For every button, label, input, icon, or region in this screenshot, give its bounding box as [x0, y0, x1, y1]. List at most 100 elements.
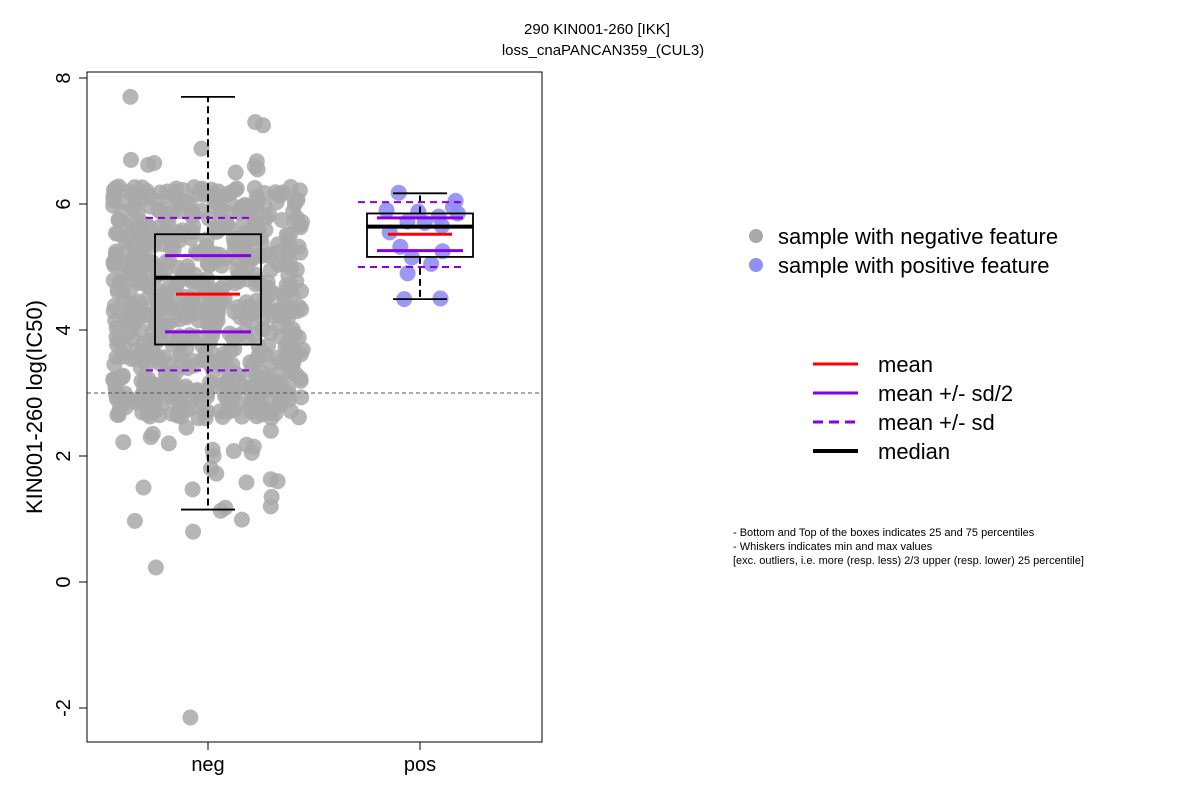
neg-cloud-point — [267, 184, 284, 201]
legend-label: sample with negative feature — [778, 224, 1058, 249]
neg-cloud-point — [272, 396, 289, 413]
x-tick-label: neg — [191, 754, 224, 776]
legend-marker — [749, 258, 763, 272]
plot-frame — [86, 71, 543, 743]
neg-cloud-point — [108, 243, 125, 260]
neg-cloud-point — [123, 351, 140, 367]
neg-cloud-point — [221, 325, 238, 342]
neg-cloud-point — [164, 312, 181, 329]
neg-cloud-point — [116, 228, 133, 245]
legend-marker — [749, 229, 763, 243]
neg-cloud-point — [129, 204, 146, 221]
neg-point — [262, 422, 279, 439]
x-tick-label: pos — [404, 754, 436, 776]
neg-cloud-point — [241, 298, 258, 315]
neg-cloud-point — [114, 367, 131, 384]
neg-cloud-point — [200, 305, 217, 322]
neg-cloud-point — [236, 379, 253, 396]
neg-cloud-point — [252, 396, 269, 413]
axes-layer: -2 0 2 4 6 8 neg pos — [53, 71, 543, 776]
neg-cloud-point — [292, 372, 309, 389]
neg-cloud-point — [106, 356, 123, 373]
pos-point — [423, 255, 440, 272]
neg-cloud-point — [273, 212, 290, 228]
legend-line-label: mean +/- sd/2 — [878, 381, 1013, 406]
neg-cloud-point — [110, 178, 127, 195]
neg-cloud-point — [226, 303, 243, 320]
neg-point — [184, 481, 201, 498]
y-tick-label: 0 — [53, 576, 75, 587]
neg-point — [193, 140, 210, 157]
neg-cloud-point — [117, 194, 133, 211]
legend: sample with negative feature sample with … — [749, 224, 1058, 464]
neg-cloud-point — [157, 365, 174, 382]
y-axis-label: KIN001-260 log(IC50) — [22, 300, 47, 514]
neg-cloud-point — [178, 193, 194, 210]
neg-point — [217, 499, 234, 516]
note-line: [exc. outliers, i.e. more (resp. less) 2… — [733, 555, 1084, 567]
neg-cloud-point — [125, 260, 142, 277]
neg-cloud-point — [201, 186, 218, 203]
notes: - Bottom and Top of the boxes indicates … — [733, 527, 1084, 567]
neg-point — [185, 523, 202, 540]
y-tick-label: 4 — [53, 324, 75, 335]
pos-point — [410, 203, 427, 220]
neg-cloud-point — [214, 409, 231, 425]
neg-cloud-point — [262, 324, 279, 341]
neg-cloud-point — [158, 296, 175, 313]
neg-point — [262, 471, 279, 488]
neg-cloud-point — [106, 297, 123, 314]
neg-cloud-point — [168, 277, 184, 294]
neg-point — [146, 155, 163, 171]
neg-point — [115, 434, 132, 451]
neg-cloud-point — [196, 404, 213, 420]
neg-cloud-point — [275, 297, 292, 314]
legend-line-label: median — [878, 439, 950, 464]
neg-point — [233, 511, 250, 528]
neg-cloud-point — [173, 224, 190, 241]
note-line: - Whiskers indicates min and max values — [733, 541, 933, 553]
neg-cloud-point — [136, 216, 153, 233]
neg-cloud-point — [213, 257, 230, 274]
neg-point — [122, 88, 139, 105]
neg-cloud-point — [280, 267, 297, 284]
neg-cloud-point — [292, 219, 309, 236]
neg-cloud-point — [250, 192, 266, 209]
neg-cloud-point — [194, 338, 211, 355]
legend-line-label: mean — [878, 352, 933, 377]
neg-cloud-point — [258, 209, 275, 226]
note-line: - Bottom and Top of the boxes indicates … — [733, 527, 1035, 539]
neg-point — [247, 114, 264, 131]
neg-cloud-point — [139, 346, 156, 363]
neg-box — [154, 233, 262, 346]
neg-point — [144, 425, 161, 442]
neg-cloud-point — [292, 346, 309, 363]
neg-cloud-point — [147, 402, 164, 419]
chart-subtitle: loss_cnaPANCAN359_(CUL3) — [502, 42, 704, 59]
neg-cloud-point — [243, 313, 260, 330]
neg-cloud-point — [226, 340, 243, 357]
neg-point — [248, 153, 265, 170]
neg-point — [225, 443, 242, 459]
y-tick-label: 8 — [53, 72, 75, 83]
neg-point — [227, 164, 244, 181]
y-tick-label: 2 — [53, 450, 75, 461]
neg-cloud-point — [132, 296, 149, 313]
y-tick-label: 6 — [53, 198, 75, 209]
neg-cloud-point — [233, 263, 250, 280]
neg-cloud-point — [282, 179, 299, 195]
neg-cloud-point — [174, 300, 191, 317]
neg-point — [135, 479, 152, 496]
neg-cloud-point — [179, 330, 196, 347]
neg-point — [203, 460, 219, 477]
neg-cloud-point — [110, 212, 127, 229]
neg-cloud-point — [167, 183, 184, 200]
neg-cloud-point — [157, 207, 174, 224]
legend-label: sample with positive feature — [778, 253, 1049, 278]
neg-cloud-point — [235, 215, 252, 232]
pos-point — [447, 192, 464, 209]
neg-cloud-point — [231, 231, 247, 248]
neg-cloud-point — [117, 399, 134, 416]
neg-cloud-point — [220, 369, 237, 386]
